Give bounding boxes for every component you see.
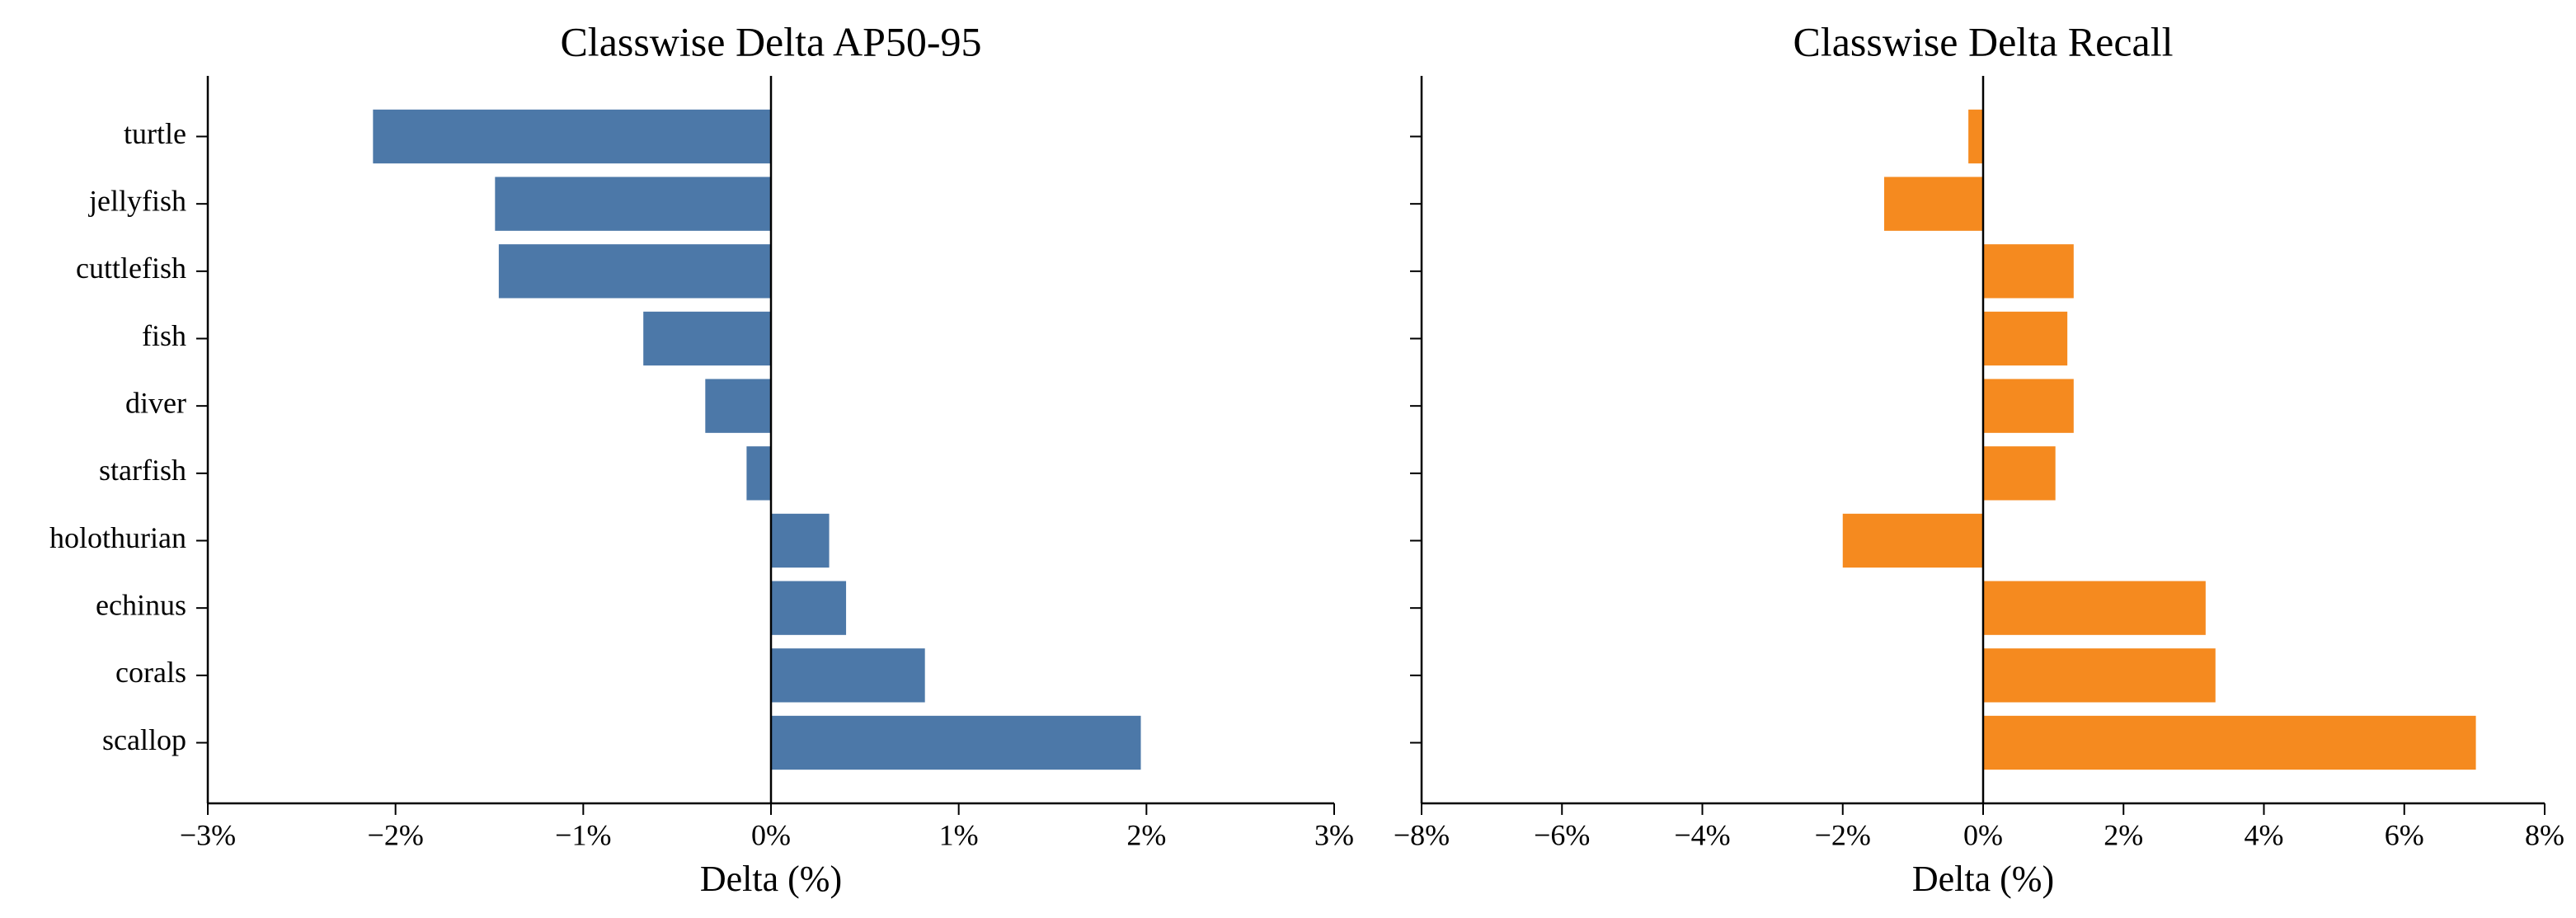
bar [1983,379,2074,433]
bar [1968,109,1983,164]
bar [495,177,771,231]
chart-title: Classwise Delta AP50-95 [560,18,981,64]
x-tick-label: −6% [1534,818,1590,851]
x-tick-label: 0% [751,818,791,851]
y-tick-label: starfish [99,454,186,487]
chart-title: Classwise Delta Recall [1793,18,2174,64]
bar [498,244,771,299]
x-tick-label: −2% [1815,818,1871,851]
bar [1883,177,1983,231]
bar [1983,581,2206,635]
x-tick-label: −2% [368,818,424,851]
y-tick-label: echinus [96,588,186,621]
bar [643,311,771,366]
bar [771,513,830,568]
y-tick-label: fish [142,319,186,352]
bar [705,379,771,433]
bar [1983,648,2216,703]
x-tick-label: 0% [1963,818,2003,851]
bar [771,581,847,635]
x-tick-label: −3% [180,818,236,851]
bar [373,109,771,164]
x-tick-label: 8% [2525,818,2564,851]
bar [771,648,925,703]
bar [771,715,1141,770]
bar [1983,244,2074,299]
bar [1983,715,2476,770]
bar [746,446,771,501]
bar [1842,513,1983,568]
y-tick-label: diver [125,386,186,419]
x-tick-label: −8% [1394,818,1450,851]
y-tick-label: holothurian [49,521,186,554]
x-tick-label: 3% [1314,818,1354,851]
y-tick-label: turtle [124,117,186,150]
y-tick-label: scallop [102,723,186,756]
bar [1983,446,2056,501]
x-tick-label: 1% [939,818,979,851]
x-axis-label: Delta (%) [700,859,842,899]
y-tick-label: jellyfish [87,184,186,217]
x-tick-label: 6% [2385,818,2424,851]
x-axis-label: Delta (%) [1912,859,2054,899]
x-tick-label: 2% [2104,818,2143,851]
x-tick-label: −1% [555,818,611,851]
x-tick-label: 2% [1126,818,1166,851]
x-tick-label: −4% [1674,818,1730,851]
bar [1983,311,2068,366]
y-tick-label: corals [115,656,186,689]
y-tick-label: cuttlefish [76,252,186,285]
x-tick-label: 4% [2245,818,2284,851]
